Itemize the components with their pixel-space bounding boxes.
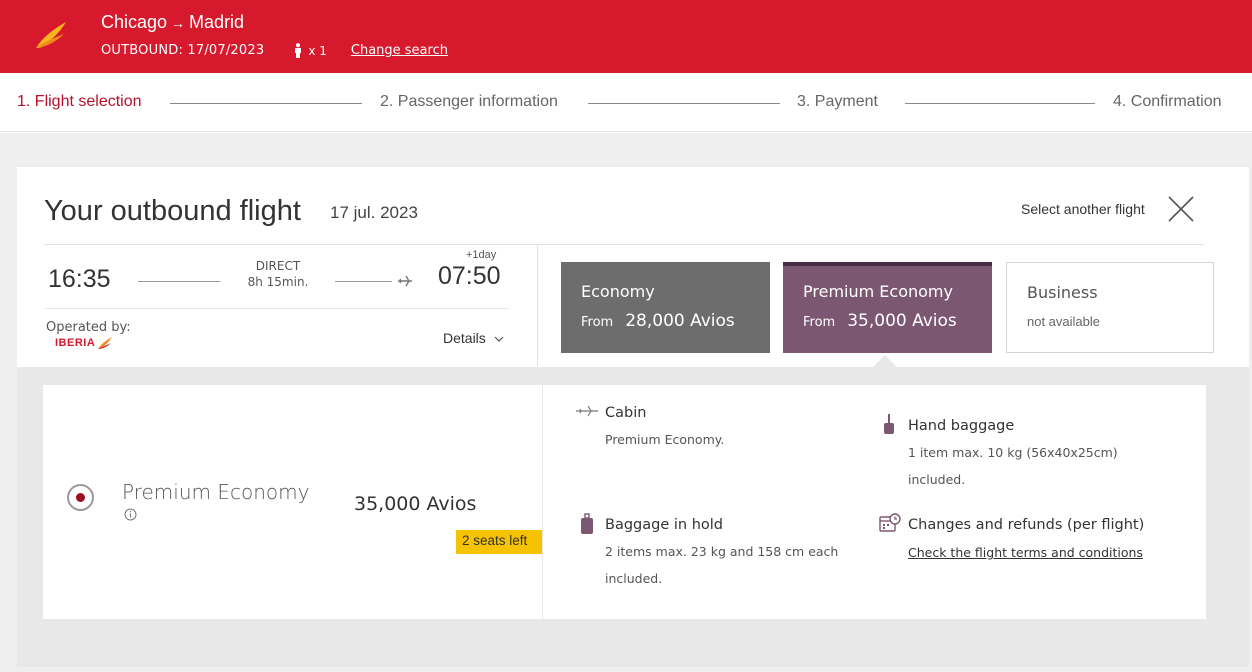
fare-status: not available [1027,314,1100,329]
fare-price-row: From 28,000 Avios [581,311,770,331]
progress-steps: 1. Flight selection 2. Passenger informa… [0,73,1252,132]
flight-stops-duration: DIRECT 8h 15min. [226,258,330,290]
airline-logo-icon [98,337,113,349]
origin-city: Chicago [101,12,168,32]
cabin-text: Premium Economy. [605,432,725,447]
hold-baggage-line1: 2 items max. 23 kg and 158 cm each [605,544,839,559]
plane-icon [398,275,412,287]
airline-logo: IBERIA [55,336,113,350]
hold-baggage-title: Baggage in hold [605,517,723,533]
route-arrow-icon: → [171,15,186,31]
outbound-flight-title: Your outbound flight [44,195,301,227]
fare-from-label: From [803,315,836,330]
fare-option-box [43,385,542,619]
top-header: Chicago → Madrid OUTBOUND: 17/07/2023 x 1 … [0,0,1252,73]
title-divider [44,244,1204,245]
step-flight-selection: 1. Flight selection [17,93,142,110]
step-passenger-information: 2. Passenger information [380,93,558,110]
airline-logo-text: IBERIA [55,337,96,349]
iberia-logo-icon [36,22,66,48]
step-divider [905,103,1095,104]
chevron-down-icon [494,336,504,342]
fare-features-box [543,385,1206,619]
fare-tab-economy[interactable]: Economy From 28,000 Avios [561,262,770,353]
hand-baggage-title: Hand baggage [908,418,1015,434]
fare-tab-business: Business not available [1006,262,1214,353]
plus-day-label: +1day [466,249,497,261]
change-search-link[interactable]: Change search [350,43,448,58]
outbound-date: OUTBOUND: 17/07/2023 [101,43,265,58]
fare-from-label: From [581,315,614,330]
fare-name: Business [1027,283,1098,302]
duration-label: 8h 15min. [247,275,309,289]
search-summary: OUTBOUND: 17/07/2023 x 1 Change search [101,43,448,58]
stops-label: DIRECT [255,259,301,273]
select-another-flight-link[interactable]: Select another flight [1021,201,1145,217]
close-icon[interactable] [1166,194,1196,224]
fare-price: 35,000 Avios [847,311,957,331]
destination-city: Madrid [189,12,245,32]
hand-baggage-line2: included. [908,472,966,487]
fare-price-row: From 35,000 Avios [803,311,992,331]
fare-tab-premium-economy[interactable]: Premium Economy From 35,000 Avios [783,262,992,353]
step-confirmation: 4. Confirmation [1113,93,1222,110]
fare-price: 28,000 Avios [625,311,735,331]
route-line [335,281,392,282]
hand-baggage-line1: 1 item max. 10 kg (56x40x25cm) [908,445,1118,460]
passenger-count: x 1 [294,43,327,58]
cabin-title: Cabin [605,405,647,421]
hold-baggage-icon [581,513,593,534]
step-payment: 3. Payment [797,93,878,110]
route-title: Chicago → Madrid [101,12,244,33]
details-dropdown[interactable]: Details [443,330,504,346]
changes-refunds-title: Changes and refunds (per flight) [908,517,1145,533]
plane-icon [576,405,598,417]
selected-fare-pointer [873,355,897,367]
flight-date: 17 jul. 2023 [330,203,418,222]
departure-time: 16:35 [48,265,111,293]
fare-name: Premium Economy [803,282,953,301]
section-divider [537,245,538,369]
selected-fare-price: 35,000 Avios [354,493,477,515]
step-divider [588,103,780,104]
arrival-time: 07:50 [438,262,501,290]
flight-info-divider [44,308,509,309]
fare-radio-selected[interactable] [67,484,94,511]
hand-baggage-icon [884,414,894,434]
info-icon[interactable] [124,508,137,521]
seats-left-badge: 2 seats left [456,530,542,554]
hold-baggage-line2: included. [605,571,663,586]
person-icon [295,43,302,58]
step-divider [170,103,362,104]
details-label: Details [443,330,486,346]
terms-conditions-link[interactable]: Check the flight terms and conditions [908,545,1143,560]
operated-by-label: Operated by: [46,320,131,335]
route-line [138,281,220,282]
passenger-count-label: x 1 [308,43,327,58]
fare-name: Economy [581,282,655,301]
selected-fare-name: Premium Economy [122,480,310,504]
calendar-clock-icon [879,513,901,532]
